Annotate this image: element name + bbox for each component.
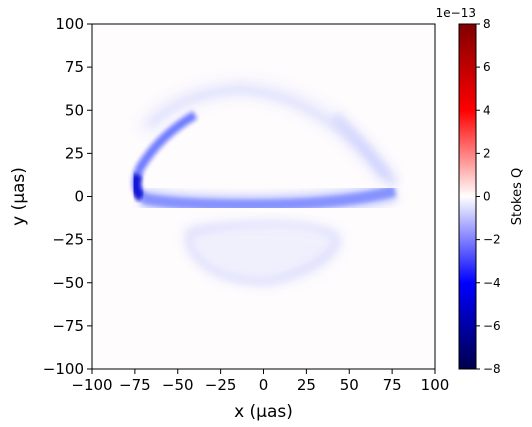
y-tick-label: −100 <box>43 360 84 378</box>
colorbar-tick-label: −6 <box>483 319 501 333</box>
right-arc <box>330 110 400 189</box>
y-tick-label: 50 <box>65 101 84 119</box>
y-tick-label: 75 <box>65 58 84 76</box>
y-tick-label: 25 <box>65 144 84 162</box>
bottom-band-glow <box>139 180 398 217</box>
x-tick-label: 25 <box>297 376 316 394</box>
left-arc-core <box>130 172 146 202</box>
x-tick-label: 50 <box>340 376 359 394</box>
y-axis: −100 −75 −50 −25 0 25 50 75 100 <box>43 15 92 378</box>
colorbar-tick-label: 0 <box>483 190 491 204</box>
upper-arc <box>147 85 389 181</box>
heatmap-image <box>130 79 400 287</box>
colorbar-tick-label: −4 <box>483 276 501 290</box>
colorbar-tick-label: 4 <box>483 103 491 117</box>
y-tick-label: −25 <box>52 231 84 249</box>
y-tick-label: −50 <box>52 274 84 292</box>
x-tick-label: −50 <box>162 376 194 394</box>
colorbar-label: Stokes Q <box>510 168 525 226</box>
x-tick-label: −25 <box>205 376 237 394</box>
colorbar-offset-text: 1e−13 <box>436 6 476 20</box>
y-tick-label: −75 <box>52 317 84 335</box>
y-tick-label: 100 <box>55 15 84 33</box>
x-axis-label: x (μas) <box>234 402 293 422</box>
colorbar <box>458 23 477 370</box>
x-tick-label: 100 <box>421 376 450 394</box>
colorbar-tick-label: −8 <box>483 362 501 376</box>
x-tick-label: −75 <box>119 376 151 394</box>
x-tick-label: −100 <box>71 376 112 394</box>
colorbar-tick-label: 8 <box>483 17 491 31</box>
y-axis-label: y (μas) <box>9 167 29 226</box>
x-axis: −100 −75 −50 −25 0 25 50 75 100 <box>71 369 449 394</box>
colorbar-tick-label: 2 <box>483 146 491 160</box>
x-tick-label: 75 <box>383 376 402 394</box>
x-tick-label: 0 <box>259 376 269 394</box>
colorbar-tick-label: 6 <box>483 60 491 74</box>
colorbar-axis: 8 6 4 2 0 −2 −4 −6 −8 <box>476 17 501 376</box>
colorbar-tick-label: −2 <box>483 233 501 247</box>
secondary-ring <box>184 219 342 287</box>
y-tick-label: 0 <box>74 188 84 206</box>
